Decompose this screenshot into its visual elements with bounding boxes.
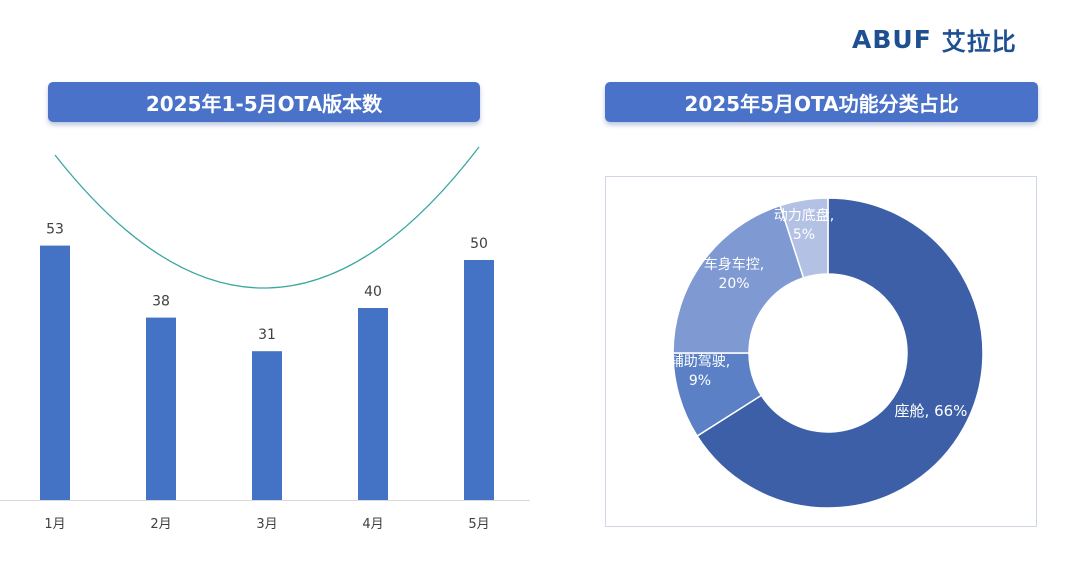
slice-label-line2: 20% [718,276,749,292]
data-label: 31 [258,327,276,343]
data-label: 53 [46,222,64,238]
brand-logo-cn: 艾拉比 [941,28,1017,56]
brand-logo-text: ABUF [852,25,932,54]
slice-label-line1: 车身车控, [704,256,764,273]
trend-line [54,146,480,289]
bar-4 [358,308,388,500]
slice-label-line2: 9% [689,373,711,389]
slice-label-line2: 5% [793,227,815,243]
donut-chart-frame: 座舱, 66% 辅助驾驶, 9% 车身车控, 20% 动力底盘, 5% [605,176,1037,527]
brand-logo: ABUF 艾拉比 [852,22,1017,57]
x-tick-label: 2月 [150,517,171,532]
bar-chart: 53 1月 38 2月 31 3月 40 4月 50 5月 [0,146,530,532]
donut-chart-title: 2025年5月OTA功能分类占比 [605,82,1038,122]
donut-slice-1 [696,197,984,509]
data-label: 38 [152,294,170,310]
data-label: 40 [364,284,382,300]
donut-slice-3 [672,204,805,354]
donut-chart: 座舱, 66% 辅助驾驶, 9% 车身车控, 20% 动力底盘, 5% [670,197,984,509]
x-tick-label: 3月 [256,517,277,532]
slice-label-line1: 动力底盘, [774,207,834,224]
bar-3 [252,351,282,500]
slice-label-line1: 辅助驾驶, [670,354,730,370]
bar-2 [146,317,176,500]
bar-chart-title: 2025年1-5月OTA版本数 [48,82,480,122]
x-tick-label: 5月 [468,517,489,532]
data-label: 50 [470,236,488,252]
bar-1 [40,245,70,500]
x-tick-label: 4月 [362,517,383,532]
bar-5 [464,260,494,500]
donut-slice-4 [779,197,829,279]
slice-label: 座舱, 66% [895,402,968,420]
x-tick-label: 1月 [44,517,65,532]
